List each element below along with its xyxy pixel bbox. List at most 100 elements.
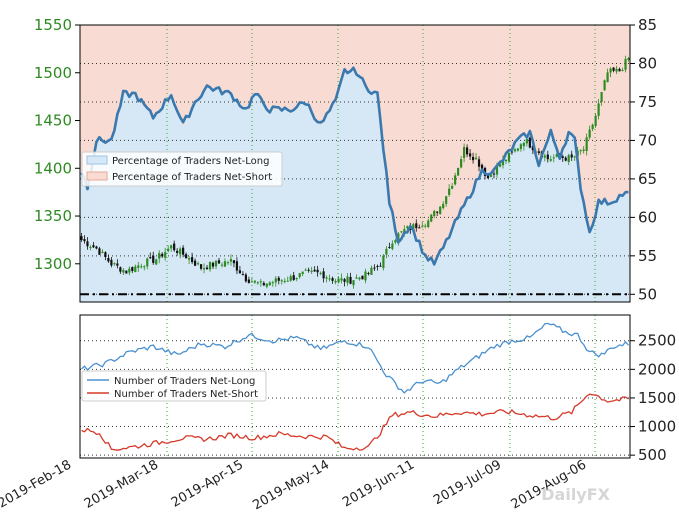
net-long-area <box>486 171 490 302</box>
candle-body <box>167 248 170 252</box>
net-long-area <box>214 89 218 302</box>
net-long-area <box>543 148 547 302</box>
net-long-area <box>534 153 538 302</box>
net-long-area <box>139 101 144 302</box>
net-long-area <box>247 104 251 302</box>
candle-body <box>83 239 86 242</box>
net-long-area <box>295 106 299 302</box>
candle-body <box>346 276 349 283</box>
net-long-area <box>106 140 111 302</box>
candle-body <box>430 214 433 222</box>
net-long-area <box>331 106 335 302</box>
candle-body <box>612 67 615 71</box>
left-tick-label: 1450 <box>34 112 72 130</box>
candle-body <box>122 269 125 273</box>
net-long-area <box>319 125 323 303</box>
candle-body <box>277 277 280 281</box>
candle-body <box>280 280 283 282</box>
net-long-area <box>103 140 108 302</box>
candle-body <box>537 151 540 154</box>
net-long-area <box>181 125 186 303</box>
net-long-area <box>489 171 493 302</box>
net-long-area <box>304 101 308 302</box>
candle-body <box>552 157 555 159</box>
candle-body <box>457 167 460 176</box>
candle-body <box>211 262 215 267</box>
candle-body <box>621 69 624 71</box>
candle-body <box>367 272 370 274</box>
candle-body <box>217 260 221 264</box>
legend-label: Percentage of Traders Net-Short <box>112 172 272 183</box>
candle-body <box>283 281 286 283</box>
net-long-area <box>462 205 466 302</box>
net-long-area <box>444 241 449 302</box>
net-long-area <box>286 109 290 302</box>
candle-body <box>513 149 517 152</box>
candle-body <box>253 280 256 283</box>
net-long-area <box>238 103 242 302</box>
candle-body <box>394 240 397 243</box>
candle-body <box>588 129 591 138</box>
left-tick-label: 1400 <box>34 159 72 177</box>
net-long-area <box>160 105 165 303</box>
x-tick-label: 2019-Jun-11 <box>340 457 417 510</box>
net-long-area <box>417 243 422 302</box>
candle-body <box>229 258 233 262</box>
net-long-count-series <box>81 322 629 394</box>
net-long-area <box>546 140 550 302</box>
candle-body <box>274 278 277 283</box>
x-tick-label: 2019-May-14 <box>250 457 332 512</box>
net-long-area <box>253 94 257 302</box>
candle-body <box>480 164 484 170</box>
net-long-area <box>564 140 568 302</box>
net-long-area <box>414 237 419 302</box>
candle-body <box>355 277 358 279</box>
net-long-area <box>124 94 129 302</box>
net-long-area <box>621 194 625 302</box>
net-long-area <box>618 196 622 302</box>
net-long-area <box>420 249 425 302</box>
candle-body <box>415 223 418 229</box>
legend-box <box>81 370 267 402</box>
candle-body <box>594 115 597 126</box>
candle-body <box>525 139 528 144</box>
net-long-area <box>151 117 156 302</box>
candle-body <box>471 156 475 161</box>
candle-body <box>319 272 322 274</box>
net-long-area <box>570 136 574 302</box>
net-long-area <box>429 260 434 302</box>
net-long-area <box>405 228 410 302</box>
candle-body <box>316 269 319 273</box>
candle-body <box>265 283 268 287</box>
candle-body <box>406 226 409 229</box>
candle-body <box>448 188 451 195</box>
net-long-percentage-series <box>80 66 629 266</box>
candle-body <box>570 154 573 158</box>
candle-body <box>349 276 352 284</box>
net-long-area <box>492 171 496 302</box>
net-long-area <box>513 144 517 302</box>
candle-body <box>388 247 391 249</box>
candle-body <box>173 243 176 251</box>
net-long-area <box>229 94 233 302</box>
x-axis-date-labels: 2019-Feb-18 2019-Mar-18 2019-Apr-15 2019-Ma… <box>0 457 589 512</box>
net-long-area <box>301 103 305 302</box>
net-long-area <box>199 94 203 302</box>
candle-body <box>498 163 502 167</box>
candle-body <box>463 146 466 158</box>
candle-body <box>220 264 224 266</box>
candle-body <box>564 157 567 161</box>
net-long-area <box>325 115 329 303</box>
candle-body <box>418 227 421 229</box>
candle-body <box>343 279 346 282</box>
net-long-area <box>328 111 332 302</box>
candle-body <box>301 271 304 275</box>
candle-body <box>116 263 119 266</box>
net-long-area <box>127 94 132 302</box>
net-long-area <box>265 106 269 302</box>
candle-body <box>528 137 531 148</box>
net-long-area <box>516 140 520 302</box>
net-long-area <box>591 222 595 302</box>
right-tick-label: 55 <box>638 247 657 265</box>
